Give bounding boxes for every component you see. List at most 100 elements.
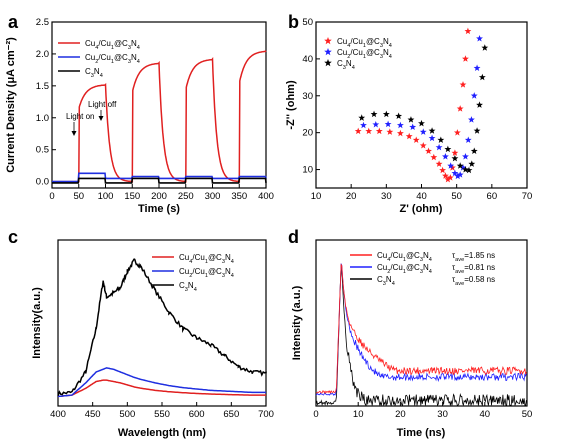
data-point-series-2 bbox=[447, 162, 455, 169]
series-line-3 bbox=[57, 258, 267, 397]
data-point-series-1 bbox=[419, 141, 427, 149]
panel-d: d 0 10 20 30 40 50 Time (ns) Intensity (a.u.)… bbox=[288, 227, 532, 439]
y-tick-label: 1.0 bbox=[36, 113, 49, 124]
x-tick-label: 10 bbox=[311, 191, 322, 202]
data-point-series-3 bbox=[473, 127, 481, 134]
data-point-series-2 bbox=[435, 143, 443, 151]
legend-label: C3N4 bbox=[337, 59, 355, 71]
data-point-series-3 bbox=[478, 73, 486, 81]
data-point-series-2 bbox=[464, 136, 472, 143]
legend-tau: τave=1.85 ns bbox=[452, 251, 495, 263]
x-tick-label: 50 bbox=[522, 409, 533, 420]
x-tick-label: 450 bbox=[85, 409, 101, 420]
series-line-1 bbox=[315, 263, 527, 394]
legend-a: Cu4/Cu1@C3N4 Cu2/Cu1@C3N4 C3N4 bbox=[58, 39, 140, 79]
legend-marker bbox=[324, 37, 332, 45]
data-point-series-1 bbox=[441, 172, 449, 179]
legend-label: Cu2/Cu1@C3N4 bbox=[377, 263, 432, 275]
y-tick-label: 50 bbox=[302, 17, 313, 28]
data-point-series-1 bbox=[412, 136, 420, 143]
data-point-series-3 bbox=[370, 110, 378, 118]
data-point-series-2 bbox=[384, 120, 392, 128]
data-point-series-1 bbox=[456, 105, 464, 112]
data-point-series-2 bbox=[360, 121, 367, 129]
y-tick-label: 2.0 bbox=[36, 49, 49, 60]
series-line-2 bbox=[315, 263, 527, 396]
data-point-series-1 bbox=[462, 55, 469, 62]
series-group-a bbox=[52, 50, 267, 184]
data-point-series-1 bbox=[444, 175, 452, 183]
legend-label: C3N4 bbox=[179, 281, 197, 293]
data-point-series-3 bbox=[428, 127, 436, 134]
x-axis-label-b: Z' (ohm) bbox=[400, 203, 443, 215]
data-point-series-3 bbox=[462, 165, 469, 173]
y-axis-label-a: Current Density (μA cm⁻²) bbox=[5, 37, 17, 173]
data-point-series-1 bbox=[365, 127, 373, 135]
x-tick-label: 300 bbox=[205, 191, 221, 202]
x-axis-label-d: Time (ns) bbox=[397, 427, 446, 439]
series-line-1 bbox=[52, 50, 267, 183]
x-tick-label: 600 bbox=[189, 409, 205, 420]
plot-frame-d bbox=[315, 239, 528, 407]
x-tick-label: 40 bbox=[480, 409, 491, 420]
data-point-series-3 bbox=[476, 101, 483, 108]
series-line-3 bbox=[52, 177, 267, 184]
series-group-d bbox=[315, 263, 527, 407]
x-axis-label-c: Wavelength (nm) bbox=[118, 427, 207, 439]
data-point-series-2 bbox=[441, 153, 449, 160]
data-point-series-1 bbox=[449, 164, 456, 171]
x-tick-label: 30 bbox=[381, 191, 392, 202]
data-point-series-2 bbox=[456, 171, 464, 178]
data-point-series-2 bbox=[428, 134, 436, 142]
legend-label: C3N4 bbox=[85, 67, 103, 79]
panel-label-d: d bbox=[288, 227, 299, 247]
x-tick-label: 0 bbox=[313, 409, 318, 420]
data-point-series-3 bbox=[451, 154, 459, 162]
y-axis-label-c: Intensity(a.u.) bbox=[31, 287, 43, 359]
panel-b: b 10 20 30 40 50 60 70 10 20 30 40 50 Z' (ohm) -Z''… bbox=[285, 12, 532, 215]
data-point-series-3 bbox=[456, 162, 464, 169]
data-point-series-2 bbox=[396, 121, 404, 129]
data-point-series-1 bbox=[464, 27, 472, 35]
data-point-series-1 bbox=[459, 81, 467, 88]
data-point-series-1 bbox=[430, 153, 438, 161]
x-tick-label: 10 bbox=[353, 409, 364, 420]
data-point-series-3 bbox=[444, 145, 452, 153]
data-point-series-2 bbox=[459, 164, 467, 171]
x-tick-label: 0 bbox=[49, 191, 54, 202]
y-tick-label: 20 bbox=[302, 128, 313, 139]
x-tick-label: 350 bbox=[231, 191, 247, 202]
y-tick-label: 1.5 bbox=[36, 81, 49, 92]
y-tick-label: 10 bbox=[302, 165, 313, 176]
x-tick-label: 650 bbox=[223, 409, 239, 420]
data-point-series-1 bbox=[425, 147, 432, 155]
plot-frame-c bbox=[57, 239, 267, 407]
data-point-series-1 bbox=[435, 160, 443, 167]
x-tick-label: 20 bbox=[395, 409, 406, 420]
panel-a: a 0 50 100 150 200 250 300 350 400 0.0 0.5 1.0 1.5 2.… bbox=[5, 12, 274, 215]
x-tick-label: 60 bbox=[487, 191, 498, 202]
data-point-series-1 bbox=[405, 132, 413, 140]
legend-d: Cu4/Cu1@C3N4 τave=1.85 ns Cu2/Cu1@C3N4 τave… bbox=[350, 251, 495, 287]
legend-label: Cu4/Cu1@C3N4 bbox=[377, 251, 432, 263]
data-point-series-1 bbox=[446, 174, 454, 181]
data-point-series-3 bbox=[437, 136, 445, 143]
data-point-series-2 bbox=[454, 172, 462, 180]
annotation-light-on: Light on bbox=[66, 112, 94, 121]
x-axis-label-a: Time (s) bbox=[138, 203, 180, 215]
data-point-series-3 bbox=[470, 147, 478, 155]
data-point-series-1 bbox=[354, 127, 362, 135]
x-tick-label: 20 bbox=[346, 191, 357, 202]
x-tick-label: 50 bbox=[451, 191, 462, 202]
data-point-series-1 bbox=[386, 128, 394, 135]
legend-label: Cu2/Cu1@C3N4 bbox=[179, 267, 234, 279]
legend-tau: τave=0.58 ns bbox=[452, 275, 495, 287]
legend-label: Cu4/Cu1@C3N4 bbox=[337, 37, 392, 49]
x-tick-label: 400 bbox=[50, 409, 66, 420]
y-tick-label: 0.0 bbox=[36, 177, 49, 188]
data-point-series-2 bbox=[468, 116, 475, 123]
data-point-series-2 bbox=[473, 64, 481, 72]
legend-label: Cu2/Cu1@C3N4 bbox=[337, 48, 392, 60]
series-group-b bbox=[354, 27, 489, 183]
data-point-series-2 bbox=[476, 35, 483, 42]
